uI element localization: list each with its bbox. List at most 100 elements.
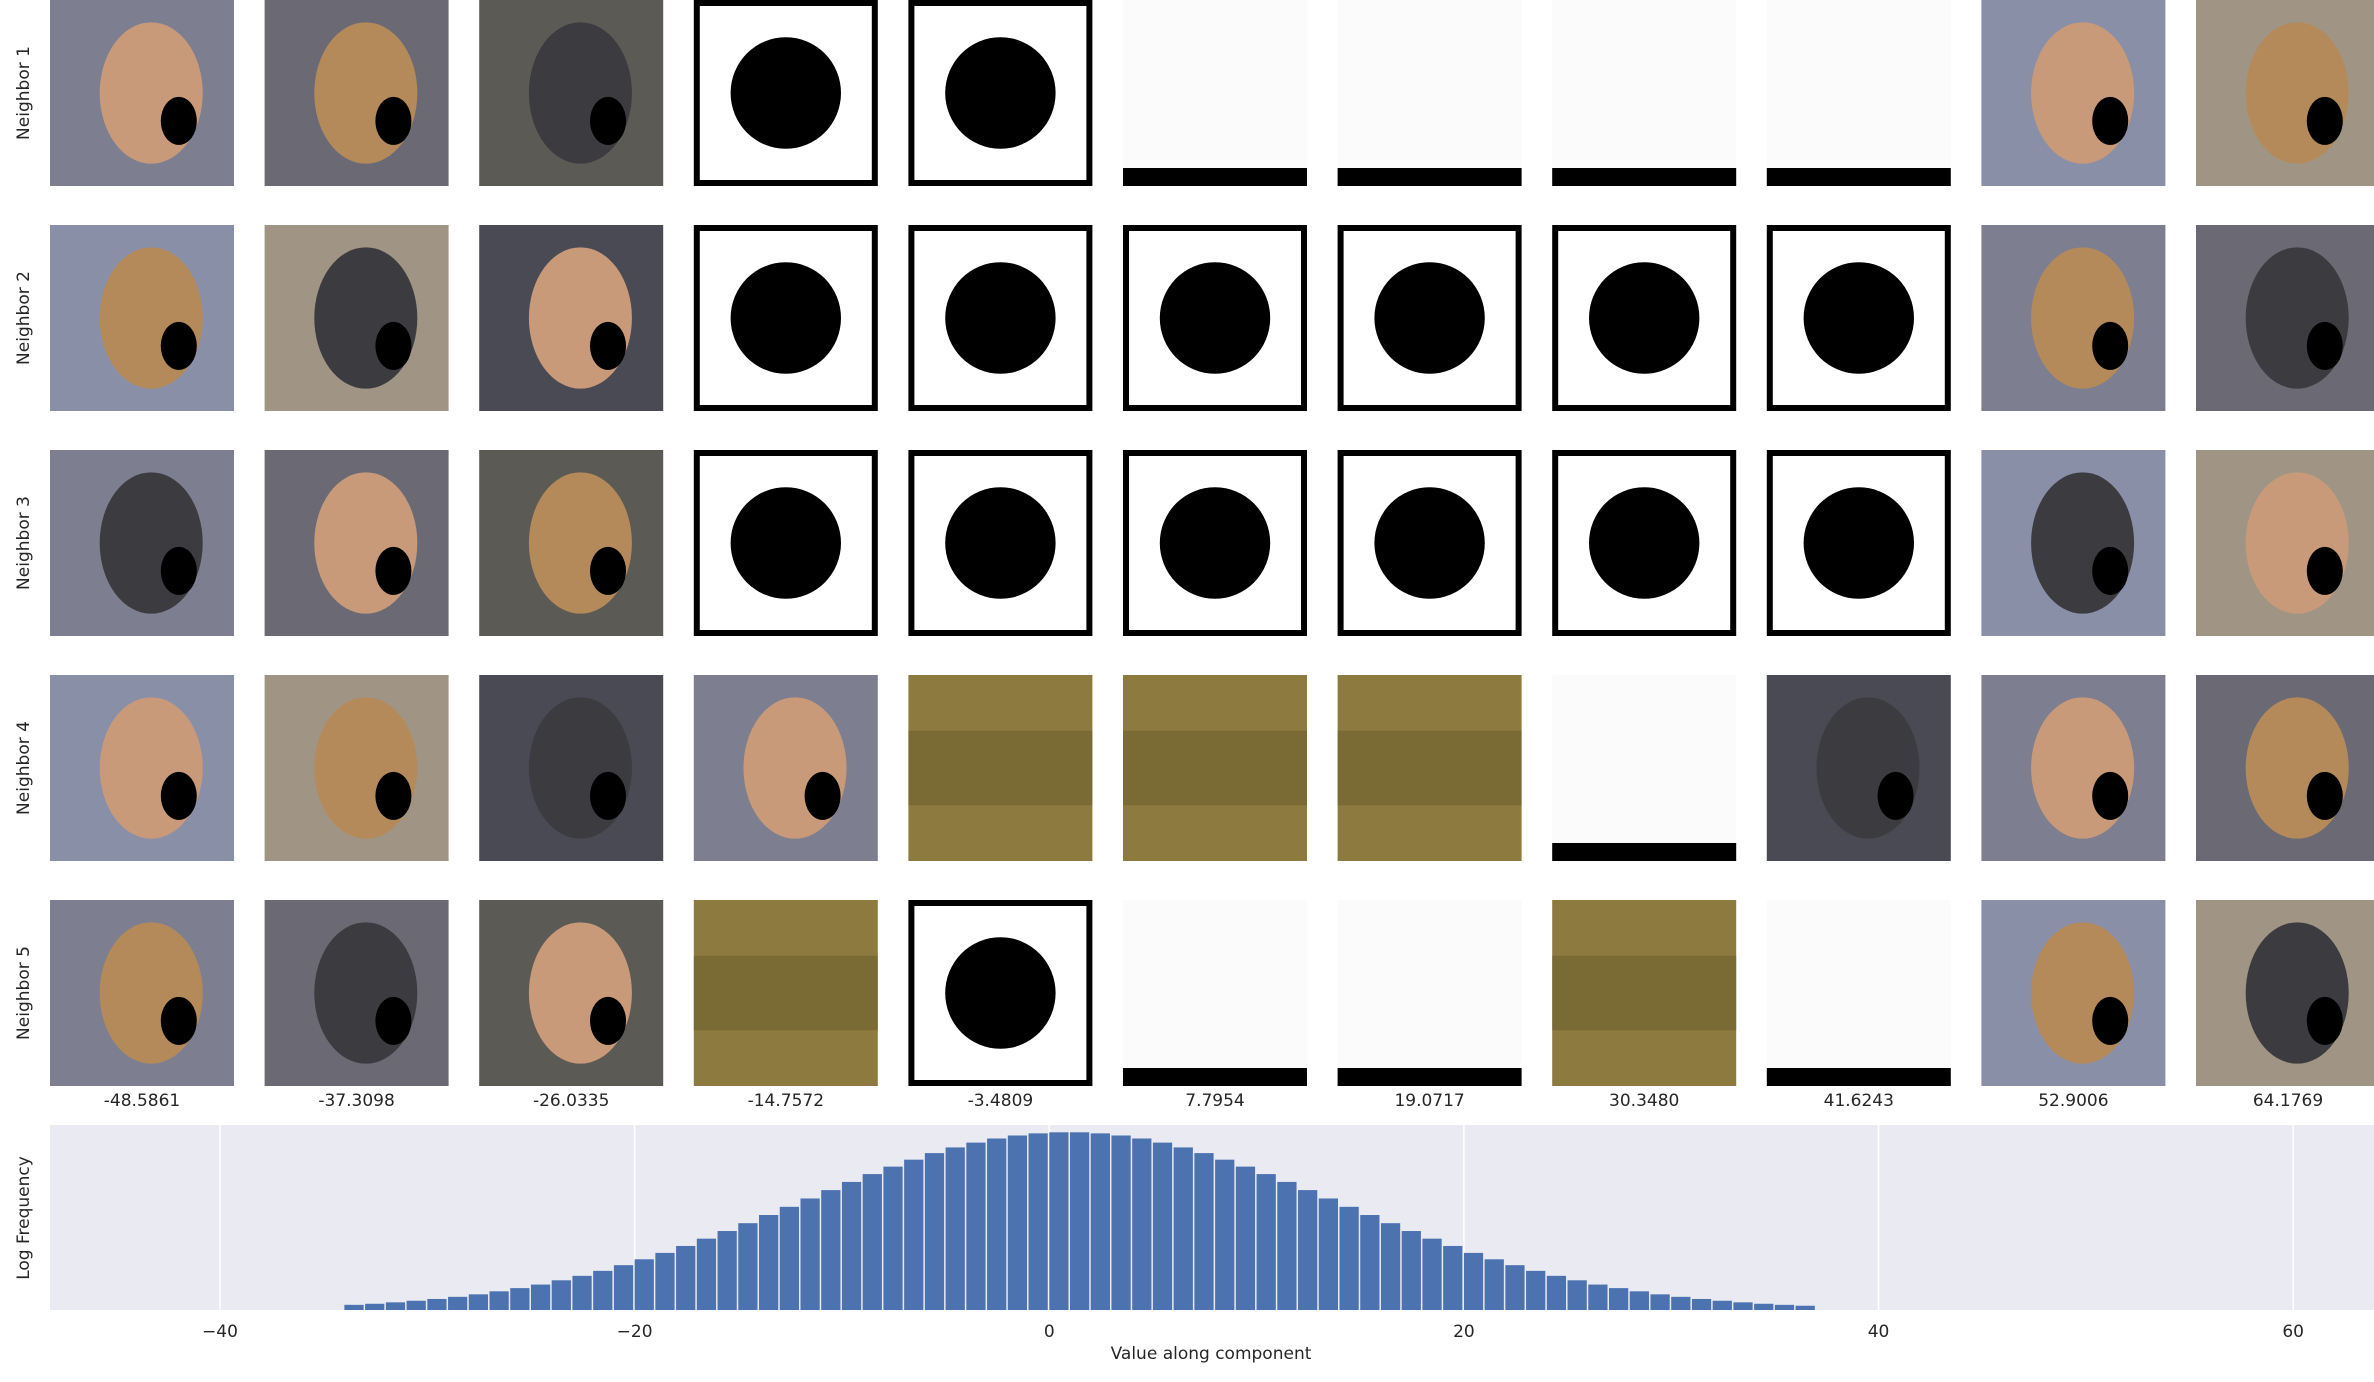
histogram-bar (427, 1298, 447, 1310)
histogram-bar (1069, 1132, 1090, 1310)
histogram-bar (1546, 1275, 1567, 1310)
mask-blob (1589, 487, 1700, 599)
row-label: Neighbor 5 (14, 946, 34, 1040)
thumbnail (2196, 225, 2374, 411)
histogram-bar (448, 1296, 468, 1310)
thumbnail (2196, 675, 2374, 861)
histogram-bar (883, 1166, 903, 1310)
thumbnail (264, 225, 449, 411)
histogram-bar (1629, 1291, 1649, 1310)
histogram-bar (1090, 1133, 1110, 1310)
histogram-bar (779, 1206, 799, 1310)
thumbnail (479, 225, 664, 411)
histogram-bar (1691, 1298, 1712, 1310)
histogram-bar (1277, 1181, 1297, 1310)
mask-blob (945, 937, 1056, 1049)
mask-blob (945, 262, 1056, 374)
mask-blob (804, 771, 841, 820)
photo-subject (528, 247, 632, 389)
histogram-bar (717, 1231, 737, 1310)
thumbnail (50, 450, 234, 636)
mask-blob (2306, 771, 2343, 820)
histogram-bar (572, 1275, 592, 1310)
mask-blob (375, 771, 412, 820)
histogram-bar (551, 1280, 571, 1310)
histogram-bar (1215, 1159, 1235, 1310)
histogram-bar (1360, 1215, 1380, 1310)
mask-blob (1803, 487, 1915, 599)
thumbnail (693, 0, 878, 186)
photo-subject (528, 922, 632, 1064)
mask-blob (2306, 321, 2343, 370)
histogram-bar (1795, 1305, 1815, 1310)
histogram-bar (365, 1303, 385, 1310)
histogram-bar (1733, 1302, 1753, 1310)
histogram-bar (1152, 1142, 1173, 1310)
thumbnail (1552, 900, 1737, 1086)
histogram-bar (613, 1265, 634, 1310)
blank (1766, 0, 1951, 186)
histogram-bar (1132, 1138, 1152, 1310)
y-axis-label: Log Frequency (14, 1156, 34, 1280)
column-label: 52.9006 (2038, 1091, 2108, 1111)
mask-blob (590, 546, 626, 595)
mask-blob (2306, 546, 2343, 595)
histogram-bar (1443, 1245, 1463, 1310)
mask-blob (2092, 96, 2129, 145)
thumbnail (50, 0, 234, 186)
blank (1766, 900, 1951, 1086)
mask-blob (2092, 321, 2129, 370)
mask-blob (1589, 262, 1700, 374)
histogram-bar (1422, 1238, 1442, 1310)
histogram-bar (1526, 1270, 1546, 1310)
histogram-bar (759, 1215, 779, 1310)
thumbnail (693, 225, 878, 411)
blank (1123, 900, 1307, 1086)
x-tick-label: 60 (2282, 1322, 2304, 1342)
thumbnail (1766, 0, 1951, 186)
thumbnail (1337, 675, 1522, 861)
histogram-bar (1235, 1166, 1256, 1310)
thumbnail (1981, 900, 2166, 1086)
photo-subject (314, 247, 418, 389)
photo-subject (314, 697, 418, 839)
histogram-bar (821, 1190, 841, 1310)
histogram-bar (904, 1159, 924, 1310)
photo-subject (2245, 472, 2349, 614)
histogram-bar (1007, 1135, 1028, 1310)
thumbnail (1552, 450, 1737, 636)
texture-shade (1552, 955, 1737, 1031)
thumbnail (50, 900, 234, 1086)
histogram-bar (945, 1147, 965, 1310)
histogram-bar (1194, 1153, 1214, 1310)
mask-blob (1803, 262, 1915, 374)
histogram-bar (676, 1245, 696, 1310)
thumbnail (1766, 450, 1951, 636)
mask-blob (590, 996, 626, 1045)
thumbnail (264, 0, 449, 186)
histogram-bar (385, 1302, 406, 1310)
thumbnail (1123, 0, 1307, 186)
histogram-bar (738, 1223, 758, 1310)
blank (1552, 0, 1737, 186)
thumbnail (1552, 675, 1737, 861)
histogram-bar (1173, 1147, 1193, 1310)
histogram-bar (841, 1181, 862, 1310)
mask-blob (945, 37, 1056, 149)
mask-blob (730, 487, 841, 599)
photo-subject (99, 247, 203, 389)
thumbnail (1766, 900, 1951, 1086)
thumbnail (693, 675, 878, 861)
mask-blob (590, 321, 626, 370)
mask-edge (1552, 168, 1737, 186)
histogram-bar (634, 1259, 654, 1310)
mask-blob (2306, 996, 2343, 1045)
thumbnail (1981, 450, 2166, 636)
mask-blob (375, 546, 412, 595)
photo-subject (314, 22, 418, 164)
thumbnail (1123, 675, 1307, 861)
mask-edge (1337, 168, 1522, 186)
mask-blob (375, 96, 412, 145)
histogram-bar (593, 1270, 613, 1310)
mask-blob (375, 321, 412, 370)
